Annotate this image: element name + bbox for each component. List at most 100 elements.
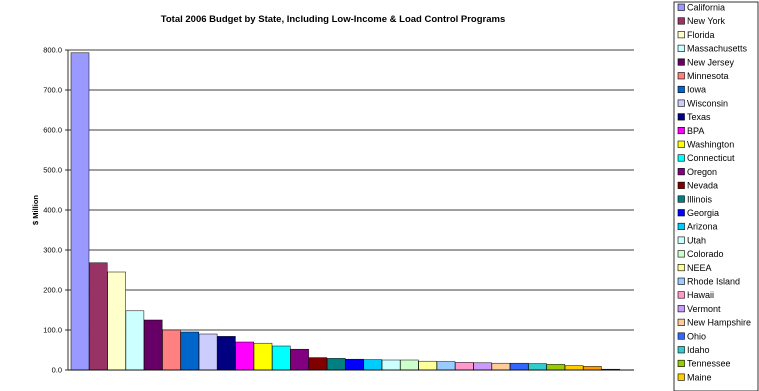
bar-new-york — [89, 262, 108, 371]
bar-oregon — [290, 348, 309, 371]
legend-swatch — [677, 359, 685, 368]
legend-swatch — [677, 263, 685, 272]
legend-swatch — [677, 209, 685, 217]
bar-illinois — [326, 358, 346, 371]
y-tick-label: 0.0 — [52, 366, 62, 375]
bar-rhode-island — [436, 361, 456, 371]
legend-label: Colorado — [687, 249, 724, 259]
bar-california — [70, 52, 90, 371]
legend-swatch — [677, 305, 685, 313]
bar-vermont — [473, 362, 492, 371]
legend-label: Maine — [687, 372, 712, 382]
bar-utah — [381, 359, 401, 371]
legend-label: Ohio — [687, 331, 706, 341]
legend-label: New Jersey — [687, 57, 735, 67]
bar-iowa — [180, 331, 200, 371]
legend-swatch — [677, 222, 685, 230]
legend-swatch — [677, 346, 685, 354]
legend-label: Wisconsin — [687, 98, 728, 108]
chart-title: Total 2006 Budget by State, Including Lo… — [161, 14, 506, 25]
bar-hawaii — [455, 362, 474, 371]
legend: California New York Florida Massachusetts Ne… — [673, 1, 759, 391]
bar-washington — [253, 342, 273, 371]
legend-label: Nevada — [687, 181, 718, 191]
legend-label: Utah — [687, 235, 706, 245]
legend-swatch — [677, 332, 685, 340]
bar-colorado — [400, 359, 419, 371]
legend-swatch — [677, 44, 685, 52]
bar-idaho — [528, 363, 547, 371]
bar-florida — [107, 271, 126, 371]
y-tick-labels: 0.0 100.0 200.0 300.0 400.0 500.0 600.0 700.0 80… — [43, 46, 62, 375]
bar-nevada — [308, 357, 328, 371]
y-tick-label: 500.0 — [43, 166, 62, 175]
legend-swatch — [677, 168, 685, 176]
legend-label: Hawaii — [687, 290, 714, 300]
legend-label: Georgia — [687, 208, 719, 218]
legend-swatch — [677, 127, 685, 135]
legend-label: Florida — [687, 30, 715, 40]
legend-swatch — [677, 113, 685, 121]
legend-swatch — [677, 85, 685, 93]
legend-swatch — [677, 250, 685, 258]
y-axis-label: $ Million — [31, 195, 40, 225]
bar-connecticut — [272, 345, 291, 371]
legend-label: Massachusetts — [687, 44, 748, 54]
y-tick-label: 400.0 — [43, 206, 62, 215]
legend-label: Illinois — [687, 194, 713, 204]
bar-massachusetts — [125, 310, 145, 371]
bars — [70, 52, 620, 371]
legend-swatch — [677, 291, 685, 299]
legend-swatch — [677, 181, 685, 189]
axes — [65, 49, 634, 371]
legend-label: Arizona — [687, 222, 718, 232]
bar-texas — [217, 336, 236, 371]
bar-georgia — [345, 358, 364, 371]
bar-new-jersey — [143, 319, 163, 371]
legend-label: Connecticut — [687, 153, 735, 163]
legend-label: Minnesota — [687, 71, 729, 81]
legend-label: Iowa — [687, 85, 706, 95]
legend-swatch — [677, 318, 685, 326]
y-tick-label: 100.0 — [43, 326, 62, 335]
legend-swatch — [677, 31, 685, 39]
bar-tennessee — [546, 364, 566, 371]
legend-swatch — [677, 154, 685, 162]
bar-neea — [418, 360, 437, 371]
legend-label: New Hampshire — [687, 318, 751, 328]
legend-swatch — [677, 373, 685, 381]
bar-maine — [564, 365, 584, 371]
legend-label: BPA — [687, 126, 704, 136]
legend-label: Idaho — [687, 345, 710, 355]
y-tick-label: 600.0 — [43, 126, 62, 135]
bar-new-hampshire — [491, 362, 511, 371]
legend-swatch — [677, 58, 685, 66]
legend-label: Vermont — [687, 304, 721, 314]
bar-minnesota — [162, 329, 181, 371]
legend-label: Texas — [687, 112, 711, 122]
y-tick-label: 200.0 — [43, 286, 62, 295]
legend-swatch — [677, 72, 685, 80]
bar-arizona — [363, 359, 383, 371]
bar-montana — [583, 366, 602, 371]
legend-swatch — [677, 277, 685, 285]
legend-swatch — [677, 17, 685, 25]
legend-swatch — [677, 140, 685, 148]
legend-swatch — [677, 3, 685, 11]
y-tick-label: 300.0 — [43, 246, 62, 255]
bar-bpa — [235, 341, 254, 371]
legend-label: Rhode Island — [687, 277, 740, 287]
y-tick-label: 700.0 — [43, 86, 62, 95]
bar-ohio — [509, 362, 529, 371]
legend-swatch — [677, 236, 685, 244]
legend-swatch — [677, 195, 685, 203]
legend-label: New York — [687, 16, 726, 26]
legend-label: Oregon — [687, 167, 717, 177]
legend-label: NEEA — [687, 263, 712, 273]
legend-swatch — [677, 99, 685, 107]
legend-label: Washington — [687, 140, 734, 150]
bar-wisconsin — [198, 333, 218, 371]
y-tick-label: 800.0 — [43, 46, 62, 55]
legend-label: Tennessee — [687, 359, 731, 369]
